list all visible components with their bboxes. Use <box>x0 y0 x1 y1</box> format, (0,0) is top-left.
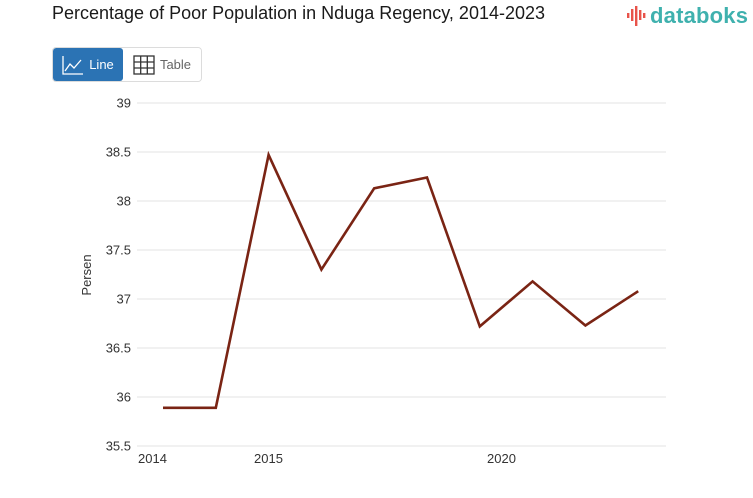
table-view-button[interactable]: Table <box>123 48 201 81</box>
y-tick-label: 38.5 <box>106 145 131 160</box>
data-point[interactable] <box>265 151 273 159</box>
view-toggle: Line Table <box>52 47 202 82</box>
line-view-label: Line <box>89 57 114 72</box>
series-line <box>163 150 639 410</box>
x-tick-label: 2014 <box>138 451 167 466</box>
table-view-label: Table <box>159 57 192 72</box>
y-tick-label: 37 <box>117 292 131 307</box>
table-grid-icon <box>133 54 155 75</box>
x-tick-label: 2020 <box>487 451 516 466</box>
line-view-button[interactable]: Line <box>53 48 123 81</box>
series-group <box>159 150 642 412</box>
y-tick-label: 37.5 <box>106 243 131 258</box>
chart-title: Percentage of Poor Population in Nduga R… <box>52 3 546 23</box>
x-axis-ticks: 2014 2015 2020 <box>138 451 516 466</box>
y-tick-label: 35.5 <box>106 439 131 454</box>
data-point[interactable] <box>212 404 220 412</box>
data-point[interactable] <box>581 321 589 329</box>
data-point[interactable] <box>317 266 325 274</box>
line-chart-icon <box>62 55 84 75</box>
y-axis-label: Persen <box>79 254 94 295</box>
logo-text: databoks <box>650 3 749 28</box>
x-tick-label: 2015 <box>254 451 283 466</box>
data-point[interactable] <box>476 322 484 330</box>
gridlines <box>137 102 666 447</box>
y-axis-ticks: 39 38.5 38 37.5 37 36.5 36 35.5 <box>106 96 131 454</box>
y-tick-label: 39 <box>117 96 131 111</box>
data-point[interactable] <box>634 287 642 295</box>
y-tick-label: 36 <box>117 390 131 405</box>
databoks-bars-icon <box>627 6 646 26</box>
data-point[interactable] <box>529 277 537 285</box>
data-point[interactable] <box>423 173 431 181</box>
databoks-logo: databoks <box>626 3 748 29</box>
data-point[interactable] <box>159 404 167 412</box>
y-tick-label: 36.5 <box>106 341 131 356</box>
y-tick-label: 38 <box>117 194 131 209</box>
data-point[interactable] <box>370 184 378 192</box>
